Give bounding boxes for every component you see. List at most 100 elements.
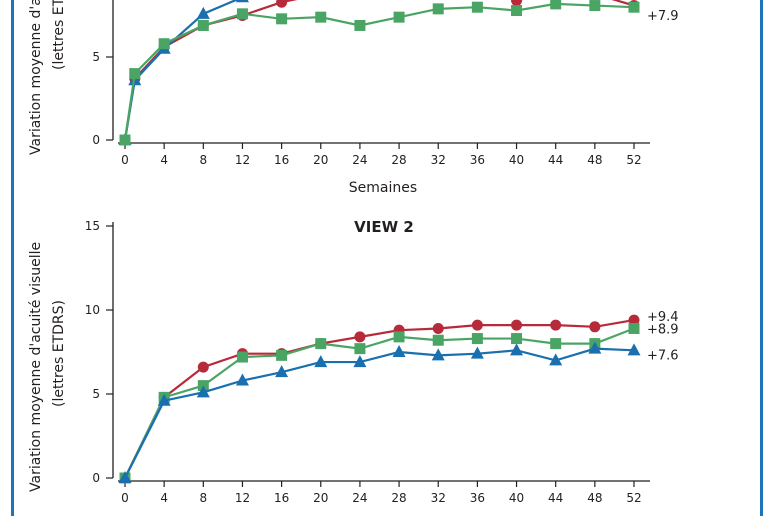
y-axis-label: Variation moyenne d'acuité visuelle [28,0,44,155]
chart-title: VIEW 2 [354,218,414,236]
data-point-circle [511,319,523,331]
data-point-square [158,38,170,50]
data-point-triangle [314,355,328,368]
data-point-square [276,13,288,25]
x-tick-label: 28 [391,491,406,505]
data-point-circle [628,314,640,326]
data-point-square [354,343,366,355]
data-point-circle [550,319,562,331]
data-point-circle [197,361,209,373]
data-point-square [129,68,141,80]
data-point-square [354,19,366,31]
data-point-triangle [353,355,367,368]
x-tick-label: 52 [626,153,641,167]
x-tick-label: 24 [352,153,367,167]
data-point-square [511,333,523,345]
x-tick-label: 4 [160,153,168,167]
data-point-square [628,322,640,334]
data-point-triangle [431,348,445,361]
data-point-triangle [157,393,171,406]
data-point-square [471,1,483,13]
end-value-label: +7.6 [647,348,679,363]
data-point-triangle [196,385,210,398]
data-point-circle [471,319,483,331]
data-point-triangle [627,343,641,356]
y-axis-label: Variation moyenne d'acuité visuelle [28,242,44,492]
x-tick-label: 0 [121,153,129,167]
data-point-triangle [510,343,524,356]
data-point-square [236,351,248,363]
data-point-square [628,1,640,13]
x-tick-label: 52 [626,491,641,505]
series-line-green [124,327,635,479]
series-green [119,0,640,146]
data-point-square [119,134,131,146]
x-tick-label: 12 [235,153,250,167]
data-point-circle [354,331,366,343]
left-frame-border [11,0,14,516]
data-point-triangle [392,345,406,357]
data-point-triangle [196,6,210,19]
y-tick-label: 15 [85,219,100,233]
y-axis-label-units: (lettres ETDRS) [51,300,67,407]
x-tick-label: 16 [274,153,289,167]
x-tick-label: 4 [160,491,168,505]
data-point-triangle [235,0,249,3]
data-point-square [393,331,405,343]
data-point-square [197,19,209,31]
x-tick-label: 8 [199,153,207,167]
series-green [119,322,640,484]
data-point-circle [511,0,523,7]
x-tick-label: 36 [470,491,485,505]
series-red [119,314,640,484]
x-tick-label: 28 [391,153,406,167]
y-tick-label: 0 [92,133,100,147]
data-point-square [550,338,562,350]
x-tick-label: 36 [470,153,485,167]
data-point-square [432,334,444,346]
data-point-square [511,5,523,17]
data-point-square [276,349,288,361]
data-point-square [471,333,483,345]
series-line-red [123,0,635,141]
x-tick-label: 20 [313,491,328,505]
data-point-square [432,3,444,15]
data-point-circle [589,321,601,333]
data-point-triangle [235,373,249,386]
x-axis-label: Semaines [349,180,417,196]
x-tick-label: 32 [431,491,446,505]
x-tick-label: 48 [587,491,602,505]
y-axis-label-units: (lettres ETDRS) [51,0,67,70]
data-point-triangle [275,365,289,378]
series-line-red [124,318,635,479]
right-frame-border [760,0,763,516]
x-tick-label: 44 [548,153,563,167]
x-tick-label: 20 [313,153,328,167]
x-tick-label: 40 [509,153,524,167]
data-point-square [393,11,405,23]
x-tick-label: 16 [274,491,289,505]
data-point-circle [276,0,288,8]
y-tick-label: 10 [85,303,100,317]
end-value-label: +7.9 [647,9,679,24]
x-tick-label: 48 [587,153,602,167]
x-tick-label: 32 [431,153,446,167]
data-point-square [550,0,562,10]
data-point-square [236,8,248,20]
data-point-triangle [588,341,602,354]
series-blue [118,341,641,483]
end-value-label: +9.4 [647,310,679,325]
y-tick-label: 5 [92,387,100,401]
x-tick-label: 0 [121,491,129,505]
end-value-label: +8.9 [647,322,679,337]
x-tick-label: 44 [548,491,563,505]
data-point-square [589,0,601,12]
series-line-blue [124,347,635,479]
data-point-square [315,338,327,350]
data-point-triangle [118,471,132,483]
data-point-triangle [470,346,484,359]
